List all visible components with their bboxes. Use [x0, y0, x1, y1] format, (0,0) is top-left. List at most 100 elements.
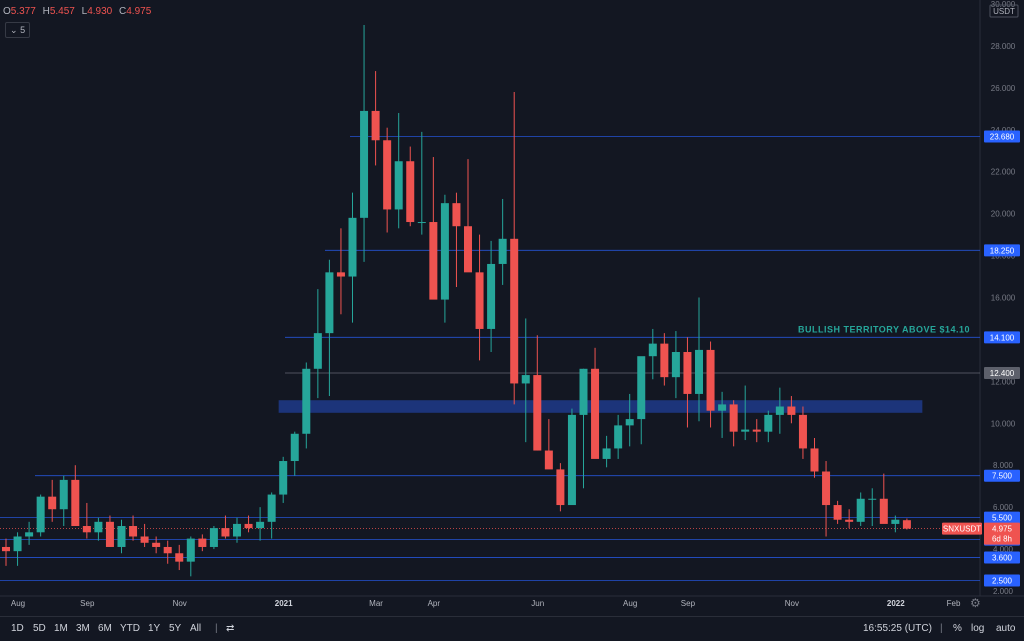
- timeframe-ytd[interactable]: YTD: [120, 623, 140, 634]
- candle-body: [718, 404, 727, 411]
- candle-body: [371, 110, 380, 141]
- y-tick-label: 2.000: [993, 587, 1014, 596]
- x-tick-label: Mar: [369, 599, 383, 608]
- gear-icon[interactable]: ⚙: [970, 596, 981, 610]
- candle-body: [614, 425, 623, 449]
- y-tick-label: 22.000: [991, 168, 1016, 177]
- candle-body: [637, 356, 646, 420]
- level-price-label: 2.500: [992, 577, 1013, 586]
- y-tick-label: 28.000: [991, 42, 1016, 51]
- candle-body: [221, 528, 230, 537]
- candle-body: [440, 203, 449, 300]
- candle-body: [729, 404, 738, 432]
- candle-body: [336, 272, 345, 277]
- x-tick-label: Aug: [623, 599, 637, 608]
- candle-body: [348, 217, 357, 277]
- timeframe-5y[interactable]: 5Y: [169, 623, 182, 634]
- utc-clock[interactable]: 16:55:25 (UTC): [863, 623, 932, 634]
- candle-body: [798, 414, 807, 449]
- candle-body: [94, 521, 103, 533]
- timeframe-all[interactable]: All: [190, 623, 202, 634]
- candle-body: [695, 349, 703, 394]
- chevron-down-icon: ⌄: [10, 25, 18, 35]
- percent-toggle[interactable]: %: [953, 623, 962, 634]
- candle-body: [383, 140, 392, 210]
- candle-body: [48, 496, 57, 510]
- x-tick-label: Nov: [173, 599, 187, 608]
- timeframe-1m[interactable]: 1M: [54, 623, 68, 634]
- y-tick-label: 6.000: [993, 503, 1014, 512]
- timeframe-3m[interactable]: 3M: [76, 623, 90, 634]
- level-price-label: 23.680: [990, 132, 1015, 141]
- y-tick-label: 24.000: [991, 126, 1016, 135]
- candle-body: [209, 528, 218, 547]
- candle-body: [279, 461, 288, 495]
- date-range-icon[interactable]: ⇄: [226, 623, 235, 634]
- candle-body: [198, 538, 207, 547]
- currency-label: USDT: [993, 7, 1015, 16]
- timeframe-5d[interactable]: 5D: [33, 623, 46, 634]
- candle-body: [302, 368, 311, 434]
- candle-body: [556, 469, 565, 506]
- candle-body: [36, 496, 45, 533]
- log-toggle[interactable]: log: [971, 623, 985, 634]
- level-price-label: 14.100: [990, 333, 1015, 342]
- x-tick-label: 2021: [275, 599, 293, 608]
- timeframe-1y[interactable]: 1Y: [148, 623, 161, 634]
- horizontal-levels: [0, 136, 980, 581]
- candle-body: [741, 429, 750, 432]
- candle-body: [59, 479, 68, 510]
- indicators-collapse-button[interactable]: ⌄ 5: [5, 22, 31, 38]
- level-price-tag: [984, 244, 1020, 257]
- candlestick-chart[interactable]: 2.0004.0006.0008.00010.00012.00014.00016…: [0, 0, 1024, 616]
- y-tick-label: 4.000: [993, 545, 1014, 554]
- candle-body: [591, 368, 600, 459]
- price-labels: 23.68018.25014.10012.4007.5005.5004.4503…: [942, 130, 1020, 587]
- candle-body: [417, 222, 426, 224]
- candle-body: [186, 538, 195, 562]
- candle-body: [868, 498, 877, 500]
- symbol-label: SNXUSDT: [943, 525, 981, 534]
- candle-body: [406, 161, 415, 223]
- candle-body: [290, 433, 299, 462]
- candle-body: [879, 498, 888, 524]
- candle-body: [891, 519, 900, 524]
- candle-body: [429, 222, 438, 300]
- auto-toggle[interactable]: auto: [996, 623, 1016, 634]
- level-price-tag: [984, 469, 1020, 482]
- candle-body: [152, 542, 161, 547]
- level-price-tag: [984, 574, 1020, 587]
- timeframe-1d[interactable]: 1D: [11, 623, 24, 634]
- candle-body: [579, 368, 588, 415]
- symbol-tag: [942, 522, 982, 535]
- candle-body: [140, 536, 149, 543]
- y-tick-label: 16.000: [991, 294, 1016, 303]
- x-tick-label: Apr: [428, 599, 441, 608]
- candle-body: [256, 521, 265, 529]
- x-tick-label: Nov: [785, 599, 799, 608]
- candle-body: [764, 414, 773, 432]
- bullish-annotation: BULLISH TERRITORY ABOVE $14.10: [798, 324, 970, 334]
- candle-body: [660, 343, 669, 378]
- y-tick-label: 8.000: [993, 461, 1014, 470]
- candle-body: [625, 419, 634, 426]
- x-tick-label: Aug: [11, 599, 25, 608]
- candle-body: [510, 238, 519, 384]
- candle-body: [602, 448, 611, 459]
- level-price-tag: [984, 331, 1020, 344]
- candle-body: [706, 349, 715, 411]
- candle-body: [521, 375, 530, 384]
- candle-body: [452, 203, 461, 227]
- candle-body: [752, 429, 761, 432]
- y-tick-label: 26.000: [991, 84, 1016, 93]
- candle-body: [845, 519, 854, 522]
- candle-body: [498, 238, 507, 264]
- x-axis-ticks: Aug Sep Nov 2021 Mar Apr Jun Aug Sep Nov 2022 Feb: [11, 599, 961, 608]
- candle-body: [233, 523, 241, 537]
- timeframe-6m[interactable]: 6M: [98, 623, 112, 634]
- level-price-label: 12.400: [990, 369, 1015, 378]
- candle-body: [683, 352, 692, 394]
- candle-body: [325, 272, 334, 334]
- candle-body: [671, 352, 680, 378]
- candle-body: [787, 406, 796, 415]
